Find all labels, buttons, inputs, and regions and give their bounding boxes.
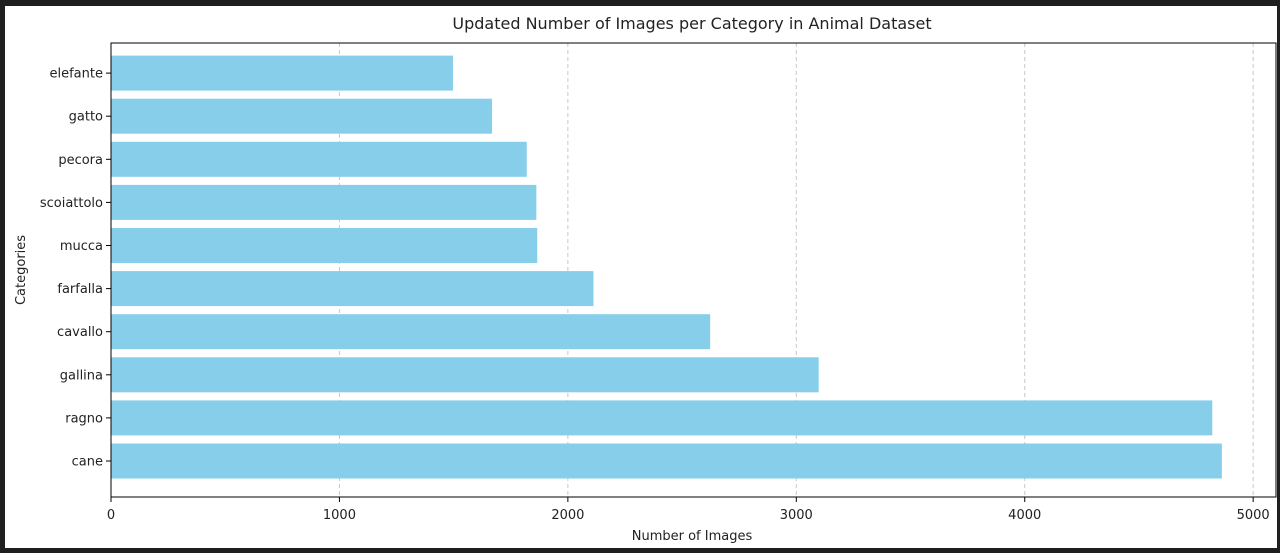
bar-gatto	[111, 98, 493, 134]
bar-elefante	[111, 55, 453, 91]
bar-gallina	[111, 357, 819, 393]
bars	[111, 55, 1222, 479]
x-tick-label: 4000	[1008, 508, 1041, 523]
y-tick-label: pecora	[58, 153, 103, 168]
bar-farfalla	[111, 271, 594, 307]
x-tick-label: 0	[107, 508, 115, 523]
bar-cavallo	[111, 314, 711, 350]
bar-ragno	[111, 400, 1213, 436]
x-tick-label: 1000	[323, 508, 356, 523]
x-tick-label: 5000	[1237, 508, 1270, 523]
x-tick-label: 3000	[780, 508, 813, 523]
x-axis-label: Number of Images	[632, 529, 753, 544]
y-tick-label: cane	[72, 455, 103, 470]
y-tick-label: ragno	[65, 411, 103, 426]
chart-title: Updated Number of Images per Category in…	[452, 14, 931, 33]
y-axis-ticks: cane ragno gallina cavallo farfalla mucca scoi…	[40, 67, 111, 470]
y-tick-label: mucca	[60, 239, 103, 254]
bar-scoiattolo	[111, 184, 537, 220]
x-tick-label: 2000	[551, 508, 584, 523]
bar-cane	[111, 443, 1222, 479]
bar-mucca	[111, 228, 538, 263]
y-tick-label: cavallo	[57, 325, 103, 340]
y-tick-label: scoiattolo	[40, 196, 103, 211]
x-axis-ticks: 0 1000 2000 3000 4000 5000	[107, 497, 1270, 523]
bar-pecora	[111, 141, 527, 177]
plot-frame	[110, 42, 1277, 498]
y-tick-label: gallina	[60, 368, 103, 383]
y-axis-label: Categories	[14, 235, 29, 305]
y-tick-label: gatto	[69, 110, 103, 125]
y-tick-label: farfalla	[57, 282, 103, 297]
y-tick-label: elefante	[50, 67, 104, 82]
